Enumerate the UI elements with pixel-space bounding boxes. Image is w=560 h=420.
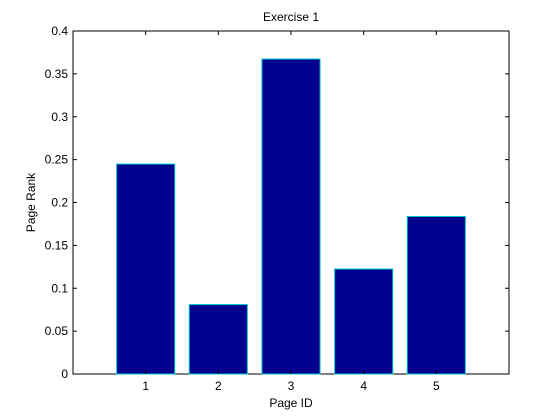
y-tick-label-7: 0.35: [45, 67, 69, 81]
y-tick-label-3: 0.15: [45, 238, 69, 252]
y-tick-label-5: 0.25: [45, 153, 69, 167]
x-tick-label-2: 2: [215, 379, 222, 393]
y-axis: 0 0.05 0.1 0.15 0.2 0.25 0.3 0.35 0.4: [45, 24, 509, 381]
chart-title: Exercise 1: [263, 10, 319, 24]
x-tick-label-3: 3: [288, 379, 295, 393]
y-tick-label-0: 0: [61, 367, 68, 381]
bar-5: [406, 215, 466, 375]
y-tick-label-6: 0.3: [51, 110, 68, 124]
bar-2: [188, 304, 248, 375]
y-tick-label-1: 0.05: [45, 324, 69, 338]
bar-4: [334, 268, 394, 375]
x-axis-label: Page ID: [269, 396, 313, 410]
bar-1: [116, 163, 176, 375]
bar-3: [261, 58, 321, 375]
y-tick-label-2: 0.1: [51, 281, 68, 295]
x-tick-label-5: 5: [433, 379, 440, 393]
x-tick-label-1: 1: [142, 379, 149, 393]
y-tick-label-4: 0.2: [51, 196, 68, 210]
y-tick-label-8: 0.4: [51, 24, 68, 38]
bars-group: [116, 58, 466, 375]
y-axis-label: Page Rank: [24, 172, 38, 232]
x-tick-label-4: 4: [360, 379, 367, 393]
x-axis: 1 2 3 4 5: [142, 31, 440, 393]
